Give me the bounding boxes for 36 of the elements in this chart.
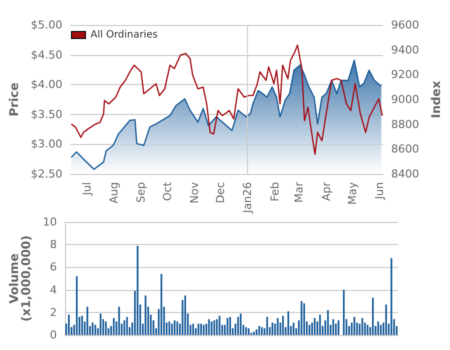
x-tick-label: Feb bbox=[268, 182, 282, 202]
y-axis-title: Price bbox=[7, 82, 21, 117]
y2-tick-label: 9200 bbox=[391, 68, 420, 82]
y-tick-label: $3.00 bbox=[30, 138, 62, 151]
x-tick-label: Dec bbox=[214, 182, 228, 204]
x-tick-label: May bbox=[346, 182, 360, 205]
legend-label: All Ordinaries bbox=[90, 30, 158, 40]
y2-tick-label: 9000 bbox=[391, 93, 420, 106]
x-tick-label: Jul bbox=[80, 182, 94, 196]
y-tick-label: 8 bbox=[50, 238, 57, 252]
x-tick-label: Mar bbox=[292, 182, 306, 203]
x-tick-label: Nov bbox=[188, 182, 201, 204]
x-tick-label: Apr bbox=[320, 182, 333, 202]
y2-tick-label: 8600 bbox=[391, 142, 420, 156]
x-tick-label: Jun bbox=[373, 182, 386, 200]
x-tick-label: Jan26 bbox=[241, 182, 254, 214]
y-tick-label: $5.00 bbox=[30, 18, 62, 32]
y-tick-label: $4.00 bbox=[30, 78, 62, 92]
x-tick-label: Sep bbox=[134, 182, 148, 203]
y-tick-label: 2 bbox=[50, 306, 57, 319]
y2-axis-title: Index bbox=[429, 80, 443, 118]
y-tick-label: $2.50 bbox=[30, 168, 62, 180]
y2-tick-label: 8400 bbox=[391, 168, 420, 180]
y2-tick-label: 8800 bbox=[391, 118, 420, 131]
y-tick-label: 6 bbox=[50, 260, 57, 274]
line-series bbox=[70, 44, 383, 155]
y-tick-label: $4.50 bbox=[30, 48, 62, 62]
y2-tick-label: 9400 bbox=[391, 43, 420, 56]
y-axis-title: Volume (x1,000,000) bbox=[7, 235, 33, 322]
y2-tick-label: 9600 bbox=[391, 18, 420, 32]
y-tick-label: 0 bbox=[50, 328, 57, 342]
x-tick-label: Aug bbox=[108, 182, 121, 204]
x-tick-label: Oct bbox=[160, 181, 174, 202]
y-tick-label: $3.50 bbox=[30, 108, 62, 121]
y-tick-label: 4 bbox=[50, 283, 57, 296]
y-tick-label: 10 bbox=[42, 216, 57, 228]
